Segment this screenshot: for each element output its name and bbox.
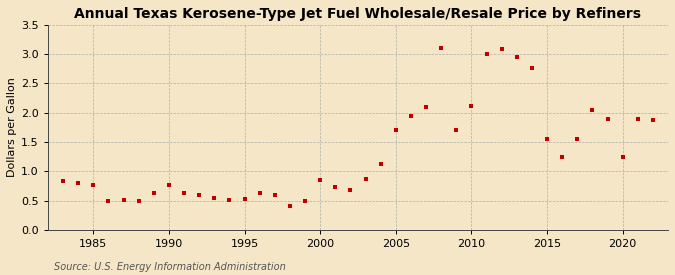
Point — [330, 185, 341, 189]
Point — [269, 193, 280, 197]
Point — [512, 55, 522, 59]
Point — [587, 108, 598, 112]
Point — [572, 137, 583, 141]
Point — [239, 197, 250, 202]
Point — [496, 47, 507, 52]
Point — [209, 195, 219, 200]
Point — [118, 198, 129, 202]
Point — [194, 193, 205, 197]
Point — [254, 191, 265, 196]
Point — [88, 183, 99, 188]
Point — [647, 117, 658, 122]
Point — [481, 52, 492, 56]
Point — [148, 191, 159, 196]
Point — [541, 137, 552, 141]
Point — [315, 178, 325, 182]
Point — [103, 199, 114, 203]
Point — [133, 198, 144, 203]
Point — [300, 199, 310, 203]
Point — [345, 188, 356, 192]
Point — [406, 113, 416, 118]
Point — [224, 198, 235, 202]
Point — [163, 183, 174, 188]
Point — [73, 181, 84, 185]
Point — [557, 154, 568, 159]
Point — [360, 177, 371, 182]
Point — [57, 178, 68, 183]
Point — [375, 161, 386, 166]
Text: Source: U.S. Energy Information Administration: Source: U.S. Energy Information Administ… — [54, 262, 286, 272]
Point — [284, 204, 295, 208]
Point — [436, 46, 447, 51]
Title: Annual Texas Kerosene-Type Jet Fuel Wholesale/Resale Price by Refiners: Annual Texas Kerosene-Type Jet Fuel Whol… — [74, 7, 641, 21]
Point — [451, 128, 462, 133]
Point — [526, 66, 537, 70]
Point — [390, 128, 401, 133]
Point — [617, 154, 628, 159]
Point — [602, 116, 613, 121]
Point — [421, 105, 431, 109]
Y-axis label: Dollars per Gallon: Dollars per Gallon — [7, 77, 17, 177]
Point — [632, 116, 643, 121]
Point — [466, 103, 477, 108]
Point — [179, 191, 190, 195]
